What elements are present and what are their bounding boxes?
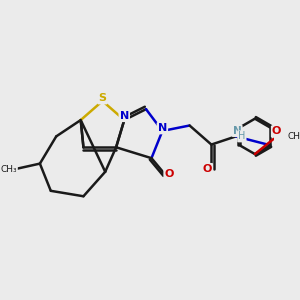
Text: N: N [158, 123, 167, 133]
Text: CH₃: CH₃ [0, 165, 17, 174]
Text: N: N [120, 111, 129, 121]
Text: S: S [98, 93, 106, 103]
Text: CH₃: CH₃ [287, 132, 300, 141]
Text: O: O [272, 127, 281, 136]
Text: N: N [233, 126, 242, 136]
Text: O: O [202, 164, 212, 174]
Text: O: O [164, 169, 174, 179]
Text: H: H [238, 131, 245, 141]
